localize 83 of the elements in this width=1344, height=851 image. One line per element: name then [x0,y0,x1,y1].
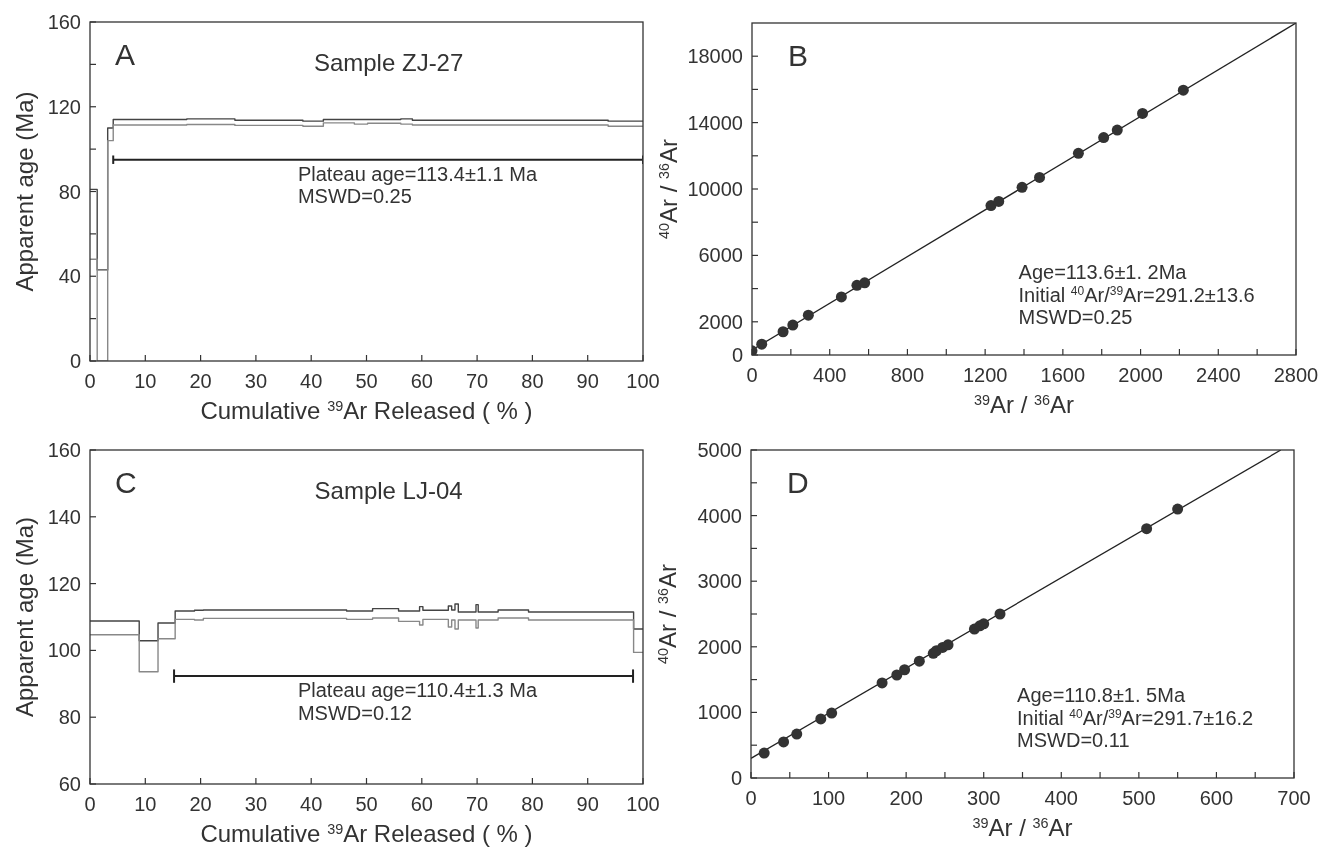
y-tick-label: 10000 [687,178,743,200]
x-tick-label: 1200 [962,364,1008,386]
y-tick-label: 2000 [697,635,742,658]
y-tick-label: 40 [58,265,81,288]
x-tick-label: 70 [465,793,489,815]
x-tick-label: 10 [134,370,157,392]
x-tick-label: 50 [355,370,378,392]
annotation: MSWD=0.25 [297,185,412,208]
annotation: Initial $^{40}$Ar/$^{39}$Ar=291.7±16.2 [1017,706,1254,729]
x-tick-label: 2000 [1118,364,1163,386]
annotation: Age=113.6±1. 2Ma [1018,261,1188,283]
x-tick-label: 0 [745,787,757,809]
x-axis-title: Cumulative $^{39}$Ar Released ( % ) [200,397,533,424]
x-tick-label: 0 [84,793,96,815]
y-tick-label: 1000 [697,701,742,724]
y-tick-label: 0 [731,344,743,366]
y-tick-label: 14000 [687,111,743,134]
x-tick-label: 80 [521,793,544,815]
x-tick-label: 70 [465,370,489,392]
x-tick-label: 50 [355,793,378,815]
annotation: MSWD=0.12 [297,701,412,724]
x-tick-label: 60 [410,793,433,815]
y-tick-label: 120 [47,95,81,118]
y-tick-label: 3000 [697,570,742,593]
x-tick-label: 20 [189,370,212,392]
y-tick-label: 4000 [697,504,742,527]
x-tick-label: 0 [746,364,758,386]
x-tick-label: 1600 [1040,364,1086,386]
annotation: MSWD=0.11 [1017,729,1130,751]
x-tick-label: 30 [244,793,268,815]
x-tick-label: 400 [813,364,847,386]
annotation: Initial $^{40}$Ar/$^{39}$Ar=291.2±13.6 [1018,283,1255,306]
y-tick-label: 140 [47,505,81,528]
y-tick-label: 60 [58,773,81,795]
x-tick-label: 30 [244,370,268,392]
y-tick-label: 18000 [687,45,743,68]
text: Sample ZJ-27 [313,49,464,76]
y-tick-label: 2000 [698,310,743,333]
x-tick-label: 20 [189,793,212,815]
x-axis-title: Cumulative $^{39}$Ar Released ( % ) [200,820,533,847]
x-tick-label: 100 [626,370,660,392]
y-tick-label: 160 [47,11,81,33]
x-tick-label: 400 [1044,787,1078,809]
y-axis-title: Apparent age (Ma) [11,91,38,292]
x-tick-label: 10 [134,793,157,815]
x-tick-label: 800 [890,364,925,386]
annotation: C [115,466,137,499]
x-tick-label: 500 [1122,787,1156,809]
y-axis-title: Apparent age (Ma) [11,516,38,718]
x-axis-title: $^{39}$Ar / $^{36}$Ar [972,814,1073,841]
x-tick-label: 80 [521,370,544,392]
text: Sample LJ-04 [314,477,463,504]
y-tick-label: 160 [47,439,81,461]
y-tick-label: 80 [58,180,81,203]
x-axis-title: $^{39}$Ar / $^{36}$Ar [973,391,1075,418]
y-tick-label: 120 [47,572,81,595]
x-tick-label: 300 [967,787,1001,809]
y-tick-label: 100 [47,639,81,662]
annotation: Plateau age=113.4±1.1 Ma [297,162,538,185]
annotation: Plateau age=110.4±1.3 Ma [297,679,538,702]
y-tick-label: 0 [69,350,81,372]
annotation: D [787,466,809,499]
annotation: A [115,38,136,71]
x-tick-label: 2400 [1196,364,1241,386]
annotation: B [788,39,809,72]
x-tick-label: 700 [1277,787,1311,809]
x-tick-label: 40 [300,370,323,392]
y-tick-label: 6000 [698,244,743,267]
x-tick-label: 600 [1199,787,1234,809]
y-tick-label: 5000 [697,439,742,461]
x-tick-label: 0 [84,370,96,392]
annotation: MSWD=0.25 [1018,306,1133,328]
x-tick-label: 100 [626,793,660,815]
annotation: Age=110.8±1. 5Ma [1017,684,1186,706]
x-tick-label: 90 [576,793,599,815]
y-tick-label: 80 [58,706,81,729]
x-tick-label: 200 [889,787,923,809]
x-tick-label: 2800 [1273,364,1319,386]
x-tick-label: 90 [576,370,599,392]
x-tick-label: 100 [811,787,846,809]
x-tick-label: 40 [300,793,323,815]
y-tick-label: 0 [730,767,742,789]
x-tick-label: 60 [410,370,433,392]
